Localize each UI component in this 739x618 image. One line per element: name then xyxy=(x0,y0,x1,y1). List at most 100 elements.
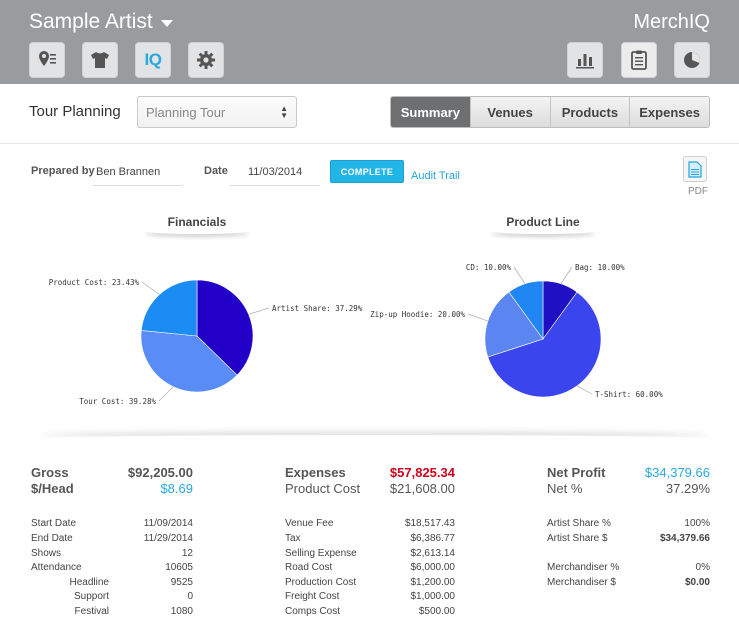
detail-value: 12 xyxy=(181,548,193,559)
product-line-pie: Bag: 10.00% T-Shirt: 60.00% Zip-up Hoodie:… xyxy=(370,263,663,399)
detail-label: Start Date xyxy=(31,518,77,529)
top-bar: Sample Artist MerchIQ IQ xyxy=(0,0,739,84)
product-cost-label: Product Cost xyxy=(285,481,361,496)
pie-slice[interactable] xyxy=(140,279,198,337)
divider xyxy=(0,143,739,144)
detail-label: Support xyxy=(73,591,109,602)
detail-value: 10605 xyxy=(165,562,193,573)
detail-value: $1,200.00 xyxy=(410,577,456,588)
pie-slice-label: Tour Cost: 39.28% xyxy=(79,397,156,406)
detail-value: 11/09/2014 xyxy=(143,518,193,529)
tab-venues[interactable]: Venues xyxy=(469,97,550,127)
detail-value: $34,379.66 xyxy=(659,533,710,544)
net-percent-value: 37.29% xyxy=(665,481,710,496)
tab-expenses[interactable]: Expenses xyxy=(629,97,709,127)
detail-value: 9525 xyxy=(170,577,193,588)
date-field[interactable]: 11/03/2014 xyxy=(230,166,320,186)
detail-label: Headline xyxy=(69,577,109,588)
merch-nav-button[interactable] xyxy=(82,42,118,78)
expenses-value: $57,825.34 xyxy=(389,465,455,480)
detail-label: Festival xyxy=(74,606,109,617)
tab-summary[interactable]: Summary xyxy=(391,97,470,127)
detail-label: End Date xyxy=(31,533,73,544)
label-leader-line xyxy=(141,281,160,295)
section-divider xyxy=(40,435,710,443)
detail-value: $6,386.77 xyxy=(410,533,456,544)
detail-label: Road Cost xyxy=(285,562,333,573)
detail-value: $2,613.14 xyxy=(410,548,456,559)
caret-down-icon xyxy=(160,20,173,27)
gross-label: Gross xyxy=(31,465,69,480)
detail-label: Production Cost xyxy=(285,577,357,588)
detail-label: Comps Cost xyxy=(285,606,341,617)
detail-value: $6,000.00 xyxy=(410,562,456,573)
iq-icon: IQ xyxy=(144,50,162,69)
pie-slice-label: Bag: 10.00% xyxy=(575,263,625,272)
document-icon xyxy=(688,160,702,178)
complete-button[interactable]: COMPLETE xyxy=(330,160,404,183)
detail-value: 11/29/2014 xyxy=(143,533,193,544)
product-cost-value: $21,608.00 xyxy=(389,481,455,496)
label-leader-line xyxy=(248,307,270,315)
detail-value: 0 xyxy=(187,591,193,602)
pie-slice-label: Zip-up Hoodie: 20.00% xyxy=(370,310,465,319)
bar-chart-icon xyxy=(576,54,594,69)
iq-nav-button[interactable]: IQ xyxy=(135,42,171,78)
net-percent-label: Net % xyxy=(547,481,583,496)
pie-slice-label: Artist Share: 37.29% xyxy=(272,304,363,313)
audit-trail-link[interactable]: Audit Trail xyxy=(411,170,460,182)
settings-nav-button[interactable] xyxy=(188,42,224,78)
pie-slice[interactable] xyxy=(487,291,602,398)
pie-slice-label: CD: 10.00% xyxy=(466,263,512,272)
pie-chart-icon xyxy=(684,52,700,68)
label-leader-line xyxy=(560,266,573,285)
tour-select-value: Planning Tour xyxy=(146,105,226,120)
venues-nav-button[interactable] xyxy=(29,42,65,78)
pie-slice[interactable] xyxy=(140,330,238,393)
venue-pin-icon xyxy=(39,51,56,66)
detail-label: Artist Share $ xyxy=(547,533,608,544)
detail-label: Freight Cost xyxy=(285,591,340,602)
net-profit-label: Net Profit xyxy=(547,465,606,480)
detail-value: $500.00 xyxy=(418,606,455,617)
pie-slice[interactable] xyxy=(196,279,254,376)
per-head-value: $8.69 xyxy=(160,481,193,496)
detail-value: 100% xyxy=(684,518,710,529)
expenses-label: Expenses xyxy=(285,465,346,480)
product-line-title: Product Line xyxy=(506,215,580,229)
tour-planning-label: Tour Planning xyxy=(29,103,121,120)
detail-label: Artist Share % xyxy=(547,518,611,529)
artist-selector[interactable]: Sample Artist xyxy=(29,10,173,34)
financials-title: Financials xyxy=(167,215,227,229)
pdf-button[interactable] xyxy=(683,156,707,182)
reports-nav-button[interactable] xyxy=(567,42,603,78)
clipboard-icon xyxy=(631,50,647,70)
planning-nav-button[interactable] xyxy=(621,42,657,78)
tour-select[interactable]: Planning Tour ▲ ▼ xyxy=(137,96,297,128)
detail-value: $18,517.43 xyxy=(404,518,455,529)
detail-label: Selling Expense xyxy=(285,548,357,559)
detail-value: $0.00 xyxy=(684,577,710,588)
gear-icon xyxy=(197,51,215,69)
pie-slice-label: Product Cost: 23.43% xyxy=(49,278,140,287)
detail-label: Tax xyxy=(285,533,301,544)
pie-slice-label: T-Shirt: 60.00% xyxy=(595,390,663,399)
artist-name: Sample Artist xyxy=(29,10,153,33)
prepared-by-field[interactable]: Ben Brannen xyxy=(93,166,183,186)
brand-logo: MerchIQ xyxy=(633,11,710,33)
per-head-label: $/Head xyxy=(31,481,74,496)
net-profit-value: $34,379.66 xyxy=(644,465,710,480)
view-tabs: Summary Venues Products Expenses xyxy=(390,96,710,128)
financials-pie: Artist Share: 37.29% Tour Cost: 39.28% Pro… xyxy=(49,278,363,406)
pdf-label: PDF xyxy=(688,186,708,197)
tab-products[interactable]: Products xyxy=(549,97,630,127)
prepared-by-label: Prepared by xyxy=(31,165,95,177)
tshirt-icon xyxy=(91,52,109,68)
detail-label: Attendance xyxy=(31,562,82,573)
label-leader-line xyxy=(576,385,593,395)
detail-value: 1080 xyxy=(170,606,193,617)
analytics-nav-button[interactable] xyxy=(674,42,710,78)
label-leader-line xyxy=(158,386,174,402)
detail-label: Venue Fee xyxy=(285,518,334,529)
